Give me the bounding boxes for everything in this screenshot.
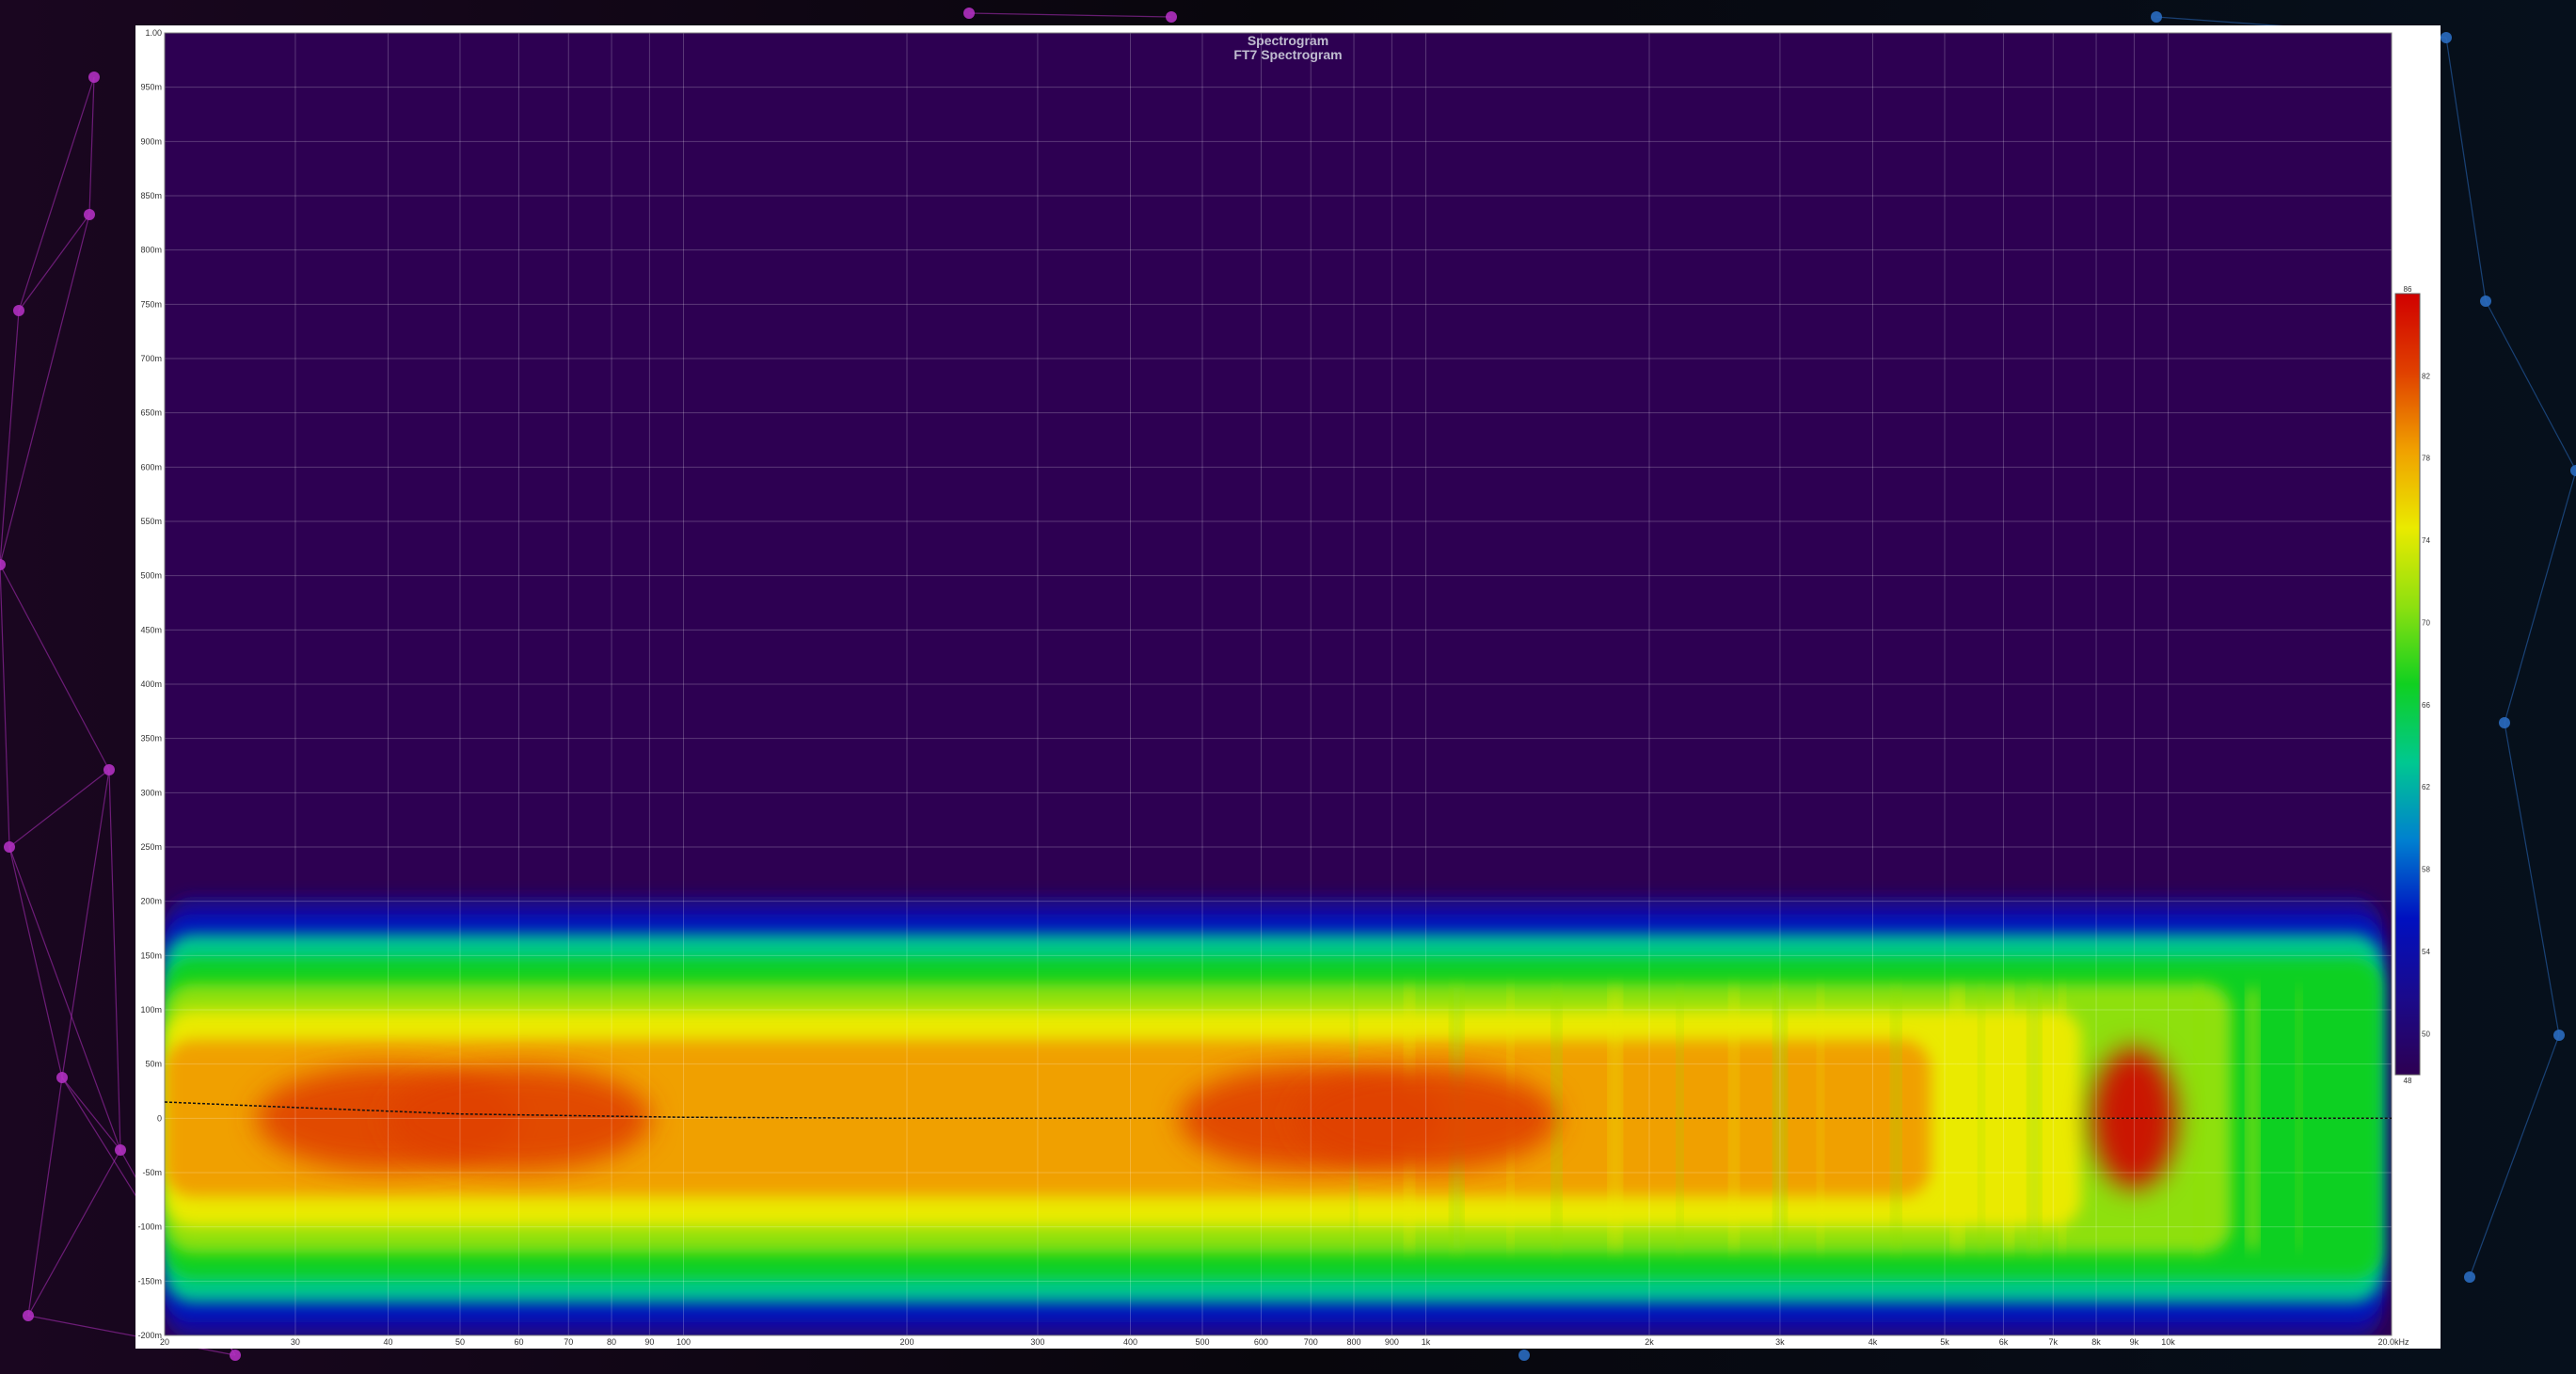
y-tick-label: 500m xyxy=(140,571,162,581)
colorbar-tick-label: 70 xyxy=(2422,618,2430,627)
x-tick-label: 8k xyxy=(2091,1337,2101,1347)
y-tick-label: 700m xyxy=(140,354,162,363)
colorbar-tick-label: 58 xyxy=(2422,866,2430,874)
x-tick-label: 1k xyxy=(1422,1337,1431,1347)
x-tick-label: 900 xyxy=(1385,1337,1399,1347)
x-tick-label: 20 xyxy=(160,1337,169,1347)
y-tick-label: -100m xyxy=(137,1222,162,1232)
chart-title: Spectrogram xyxy=(1248,33,1328,48)
x-tick-label: 100 xyxy=(676,1337,691,1347)
y-tick-label: 50m xyxy=(145,1060,162,1069)
spectrogram-chart[interactable]: 1.00 950m 900m 850m 800m 750m 700m 650m 600m 550m… xyxy=(135,25,2441,1349)
y-tick-label: 850m xyxy=(140,191,162,200)
x-tick-label: 3k xyxy=(1775,1337,1785,1347)
x-tick-label: 500 xyxy=(1195,1337,1209,1347)
colorbar-tick-label: 48 xyxy=(2404,1077,2412,1085)
plot-border xyxy=(164,32,2393,1336)
y-tick-label: 300m xyxy=(140,788,162,797)
colorbar-tick-label: 78 xyxy=(2422,455,2430,463)
x-tick-label: 200 xyxy=(899,1337,914,1347)
chart-window: 1.00 950m 900m 850m 800m 750m 700m 650m 600m 550m… xyxy=(135,25,2441,1349)
y-tick-label: 900m xyxy=(140,136,162,146)
x-tick-label: 800 xyxy=(1347,1337,1361,1347)
colorbar-tick-label: 74 xyxy=(2422,536,2430,545)
x-tick-label: 60 xyxy=(514,1337,523,1347)
x-tick-label: 4k xyxy=(1868,1337,1878,1347)
colorbar-tick-label: 50 xyxy=(2422,1030,2430,1038)
y-tick-label: 150m xyxy=(140,951,162,960)
x-tick-label: 70 xyxy=(564,1337,573,1347)
y-tick-label: 950m xyxy=(140,83,162,92)
x-tick-label: 40 xyxy=(384,1337,393,1347)
colorbar-tick-label: 62 xyxy=(2422,783,2430,791)
x-tick-label: 90 xyxy=(644,1337,654,1347)
x-tick-label: 6k xyxy=(1999,1337,2009,1347)
colorbar-tick-label: 66 xyxy=(2422,701,2430,710)
x-tick-label: 600 xyxy=(1254,1337,1268,1347)
x-tick-label: 400 xyxy=(1123,1337,1137,1347)
spectrogram-streak xyxy=(2296,987,2302,1249)
phase-trace-line xyxy=(164,1101,2392,1120)
x-tick-label: 2k xyxy=(1645,1337,1654,1347)
y-tick-label: 0 xyxy=(157,1113,162,1123)
y-tick-label: 1.00 xyxy=(145,28,162,38)
x-tick-label: 30 xyxy=(291,1337,300,1347)
spectrogram-hot-spot xyxy=(387,1066,651,1171)
y-tick-label: 650m xyxy=(140,408,162,418)
y-tick-label: 400m xyxy=(140,679,162,689)
x-axis-end-label: 20.0kHz xyxy=(2377,1337,2409,1347)
x-tick-label: 300 xyxy=(1030,1337,1044,1347)
spectrogram-streak xyxy=(2247,987,2259,1249)
spectrogram-streak xyxy=(1729,987,1739,1249)
colorbar-tick-label: 82 xyxy=(2422,372,2430,380)
x-tick-label: 7k xyxy=(2049,1337,2059,1347)
x-tick-label: 80 xyxy=(607,1337,616,1347)
colorbar xyxy=(2394,293,2421,1076)
y-tick-label: 350m xyxy=(140,734,162,743)
chart-subtitle: FT7 Spectrogram xyxy=(1233,47,1342,62)
x-tick-label: 9k xyxy=(2130,1337,2139,1347)
y-tick-label: 600m xyxy=(140,462,162,471)
y-tick-label: 100m xyxy=(140,1005,162,1015)
y-tick-label: 800m xyxy=(140,246,162,255)
colorbar-tick-label: 86 xyxy=(2404,285,2412,294)
x-tick-label: 700 xyxy=(1304,1337,1318,1347)
x-tick-label: 10k xyxy=(2161,1337,2175,1347)
y-tick-label: 250m xyxy=(140,842,162,852)
y-tick-label: 450m xyxy=(140,625,162,634)
y-tick-label: -150m xyxy=(137,1276,162,1286)
y-tick-label: 200m xyxy=(140,897,162,906)
spectrogram-hot-spot xyxy=(2091,1047,2177,1190)
x-tick-label: 50 xyxy=(455,1337,465,1347)
y-tick-label: 550m xyxy=(140,517,162,526)
y-tick-label: 750m xyxy=(140,299,162,309)
y-tick-label: -50m xyxy=(142,1168,162,1177)
y-tick-label: -200m xyxy=(137,1331,162,1340)
colorbar-tick-label: 54 xyxy=(2422,948,2430,956)
x-tick-label: 5k xyxy=(1940,1337,1949,1347)
